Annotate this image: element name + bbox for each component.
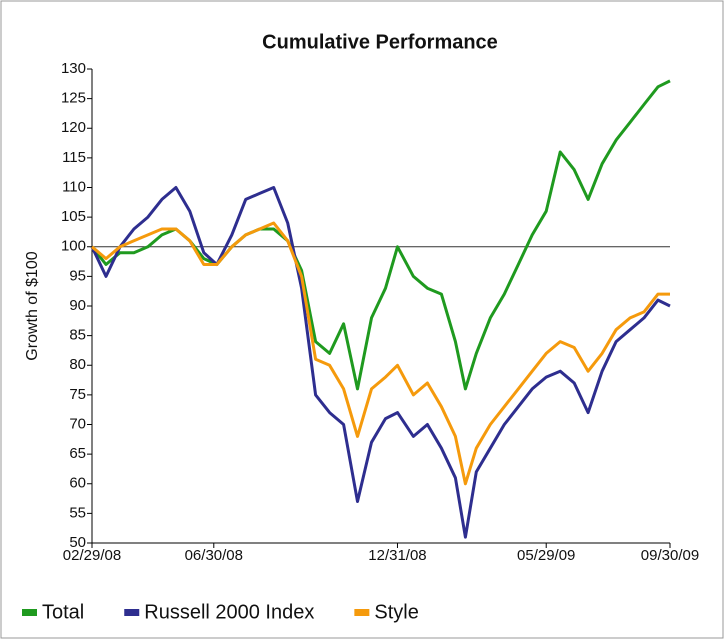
x-tick-label: 06/30/08 [185, 547, 243, 564]
series-line [91, 221, 670, 486]
x-tick-label: 09/30/09 [641, 547, 699, 564]
y-tick-label: 85 [69, 327, 86, 344]
x-tick-label: 05/29/09 [517, 547, 575, 564]
series-line [90, 186, 671, 539]
y-axis-label: Growth of $100 [24, 251, 41, 361]
x-tick-label: 12/31/08 [368, 547, 426, 564]
y-tick-label: 90 [69, 297, 86, 314]
y-tick-label: 95 [69, 267, 86, 284]
y-tick-label: 75 [69, 386, 86, 403]
y-tick-label: 110 [62, 178, 86, 195]
y-tick-label: 115 [62, 149, 86, 166]
y-tick-label: 50 [69, 534, 86, 551]
legend-label: Russell 2000 Index [144, 601, 314, 623]
y-tick-label: 55 [69, 504, 86, 521]
y-tick-label: 65 [69, 445, 86, 462]
y-tick-label: 130 [61, 60, 86, 77]
legend-swatch [354, 609, 370, 616]
y-tick-label: 100 [61, 238, 86, 255]
legend-swatch [22, 609, 37, 616]
legend-swatch [124, 609, 140, 616]
x-tick-label: 02/29/08 [63, 547, 121, 564]
y-tick-label: 120 [61, 119, 86, 136]
y-tick-label: 105 [61, 208, 86, 225]
legend-label: Total [42, 601, 84, 623]
y-tick-label: 125 [61, 90, 86, 107]
y-tick-label: 80 [69, 356, 86, 373]
y-tick-label: 60 [69, 475, 86, 492]
legend-label: Style [374, 601, 418, 623]
chart-title: Cumulative Performance [262, 31, 498, 53]
y-tick-label: 70 [69, 415, 86, 432]
